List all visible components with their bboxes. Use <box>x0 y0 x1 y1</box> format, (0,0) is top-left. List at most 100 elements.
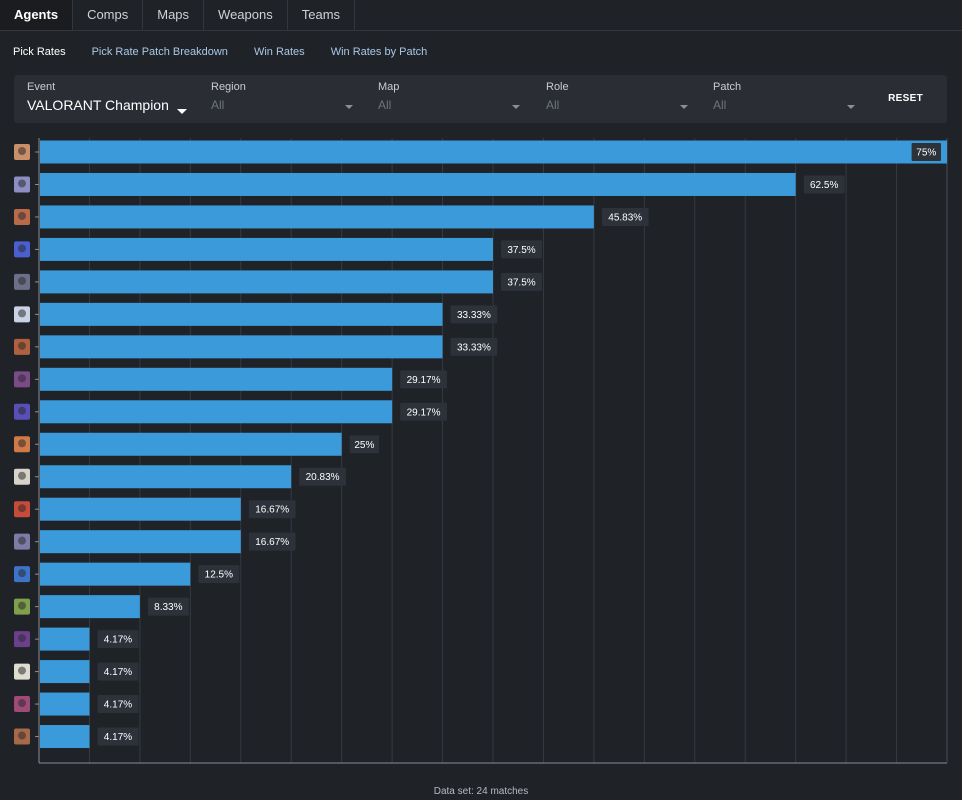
agent-icon-face <box>18 504 26 513</box>
agent-icon-face <box>18 179 26 188</box>
reset-button[interactable]: RESET <box>888 93 923 104</box>
data-label-box <box>501 272 542 291</box>
data-label-box <box>248 500 296 519</box>
bar[interactable] <box>40 432 342 456</box>
map-filter-label: Map <box>378 81 400 93</box>
data-label: 8.33% <box>154 602 182 613</box>
data-label-box <box>400 402 447 421</box>
subtab-pick-rates[interactable]: Pick Rates <box>13 46 66 58</box>
tab-comps[interactable]: Comps <box>73 0 144 30</box>
event-filter-value: VALORANT Champion <box>27 97 169 113</box>
tab-weapons[interactable]: Weapons <box>204 0 288 30</box>
agent-icon-face <box>18 536 26 545</box>
subtab-pick-rate-patch-breakdown[interactable]: Pick Rate Patch Breakdown <box>91 46 228 58</box>
data-label-box <box>147 597 189 616</box>
data-label: 12.5% <box>205 570 233 581</box>
data-label-box <box>501 240 542 259</box>
chevron-down-icon <box>512 105 520 109</box>
region-filter-value: All <box>211 98 225 112</box>
role-filter[interactable]: Role All <box>546 81 688 114</box>
bar[interactable] <box>40 302 443 326</box>
map-filter-value: All <box>378 98 392 112</box>
data-label-box <box>911 143 941 161</box>
agent-icon-face <box>18 147 26 155</box>
bar[interactable] <box>40 367 393 391</box>
region-filter[interactable]: Region All <box>211 81 353 114</box>
data-label: 4.17% <box>104 732 132 743</box>
agent-icon-face <box>18 634 26 643</box>
data-label: 62.5% <box>810 180 838 191</box>
agent-icon-face <box>18 309 26 318</box>
data-label-box <box>601 207 649 226</box>
data-label-box <box>299 467 346 486</box>
data-label: 4.17% <box>104 667 132 678</box>
agent-icon-face <box>18 276 26 285</box>
bar[interactable] <box>40 497 241 521</box>
event-filter[interactable]: Event VALORANT Champion <box>27 81 187 114</box>
chevron-down-icon <box>345 105 353 109</box>
data-label-box <box>97 695 139 714</box>
data-label: 33.33% <box>457 310 491 321</box>
agent-icon-face <box>18 244 26 253</box>
bar[interactable] <box>40 270 493 294</box>
bar[interactable] <box>40 660 90 684</box>
data-label: 37.5% <box>507 277 535 288</box>
data-label: 45.83% <box>608 212 642 223</box>
data-label-box <box>97 727 139 746</box>
bar[interactable] <box>40 205 594 229</box>
tab-agents[interactable]: Agents <box>0 0 74 30</box>
data-label: 4.17% <box>104 700 132 711</box>
data-label: 75% <box>916 148 936 159</box>
data-label-box <box>248 532 296 551</box>
agent-icon-face <box>18 211 26 220</box>
chart-svg: 75% 62.5% 45.83% 37.5% 37.5% 33.33% 33.33% 29.1… <box>14 138 948 764</box>
bar[interactable] <box>40 465 292 489</box>
chevron-down-icon <box>680 105 688 109</box>
top-nav: Agents Comps Maps Weapons Teams <box>0 0 962 31</box>
agent-icon-face <box>18 471 26 480</box>
sub-nav: Pick Rates Pick Rate Patch Breakdown Win… <box>0 40 440 64</box>
bar[interactable] <box>40 140 947 164</box>
data-label-box <box>97 662 139 681</box>
bar[interactable] <box>40 237 493 261</box>
bar[interactable] <box>40 400 393 424</box>
filter-bar: Event VALORANT Champion Region All Map A… <box>14 75 947 123</box>
data-label: 33.33% <box>457 342 491 353</box>
data-label-box <box>450 337 498 356</box>
bar[interactable] <box>40 692 90 716</box>
bar[interactable] <box>40 172 796 196</box>
patch-filter-label: Patch <box>713 81 742 93</box>
data-label: 37.5% <box>507 245 535 256</box>
tab-teams[interactable]: Teams <box>288 0 356 30</box>
data-label: 29.17% <box>407 375 441 386</box>
data-label-box <box>450 305 498 324</box>
bar[interactable] <box>40 725 90 749</box>
chevron-down-icon <box>177 109 187 114</box>
data-label-box <box>400 370 447 389</box>
data-label: 4.17% <box>104 635 132 646</box>
data-label: 20.83% <box>306 472 340 483</box>
bar[interactable] <box>40 530 241 554</box>
event-filter-label: Event <box>27 81 56 93</box>
data-label-box <box>198 565 240 584</box>
dataset-footer: Data set: 24 matches <box>433 786 529 797</box>
map-filter[interactable]: Map All <box>378 81 520 114</box>
agent-icon-face <box>18 731 26 740</box>
bar[interactable] <box>40 562 191 586</box>
data-label-box <box>349 435 380 454</box>
patch-filter-value: All <box>713 98 727 112</box>
bar[interactable] <box>40 595 140 619</box>
bar[interactable] <box>40 627 90 651</box>
data-label: 29.17% <box>407 407 441 418</box>
pick-rate-chart: 75% 62.5% 45.83% 37.5% 37.5% 33.33% 33.33% 29.1… <box>0 131 962 771</box>
subtab-win-rates[interactable]: Win Rates <box>253 46 305 58</box>
data-label-box <box>803 175 845 194</box>
patch-filter[interactable]: Patch All <box>713 81 855 114</box>
tab-maps[interactable]: Maps <box>143 0 205 30</box>
subtab-win-rates-by-patch[interactable]: Win Rates by Patch <box>330 46 428 58</box>
chevron-down-icon <box>847 105 855 109</box>
agent-icon-face <box>18 601 26 610</box>
data-label-box <box>97 630 139 649</box>
agent-icon-face <box>18 699 26 708</box>
bar[interactable] <box>40 335 443 359</box>
